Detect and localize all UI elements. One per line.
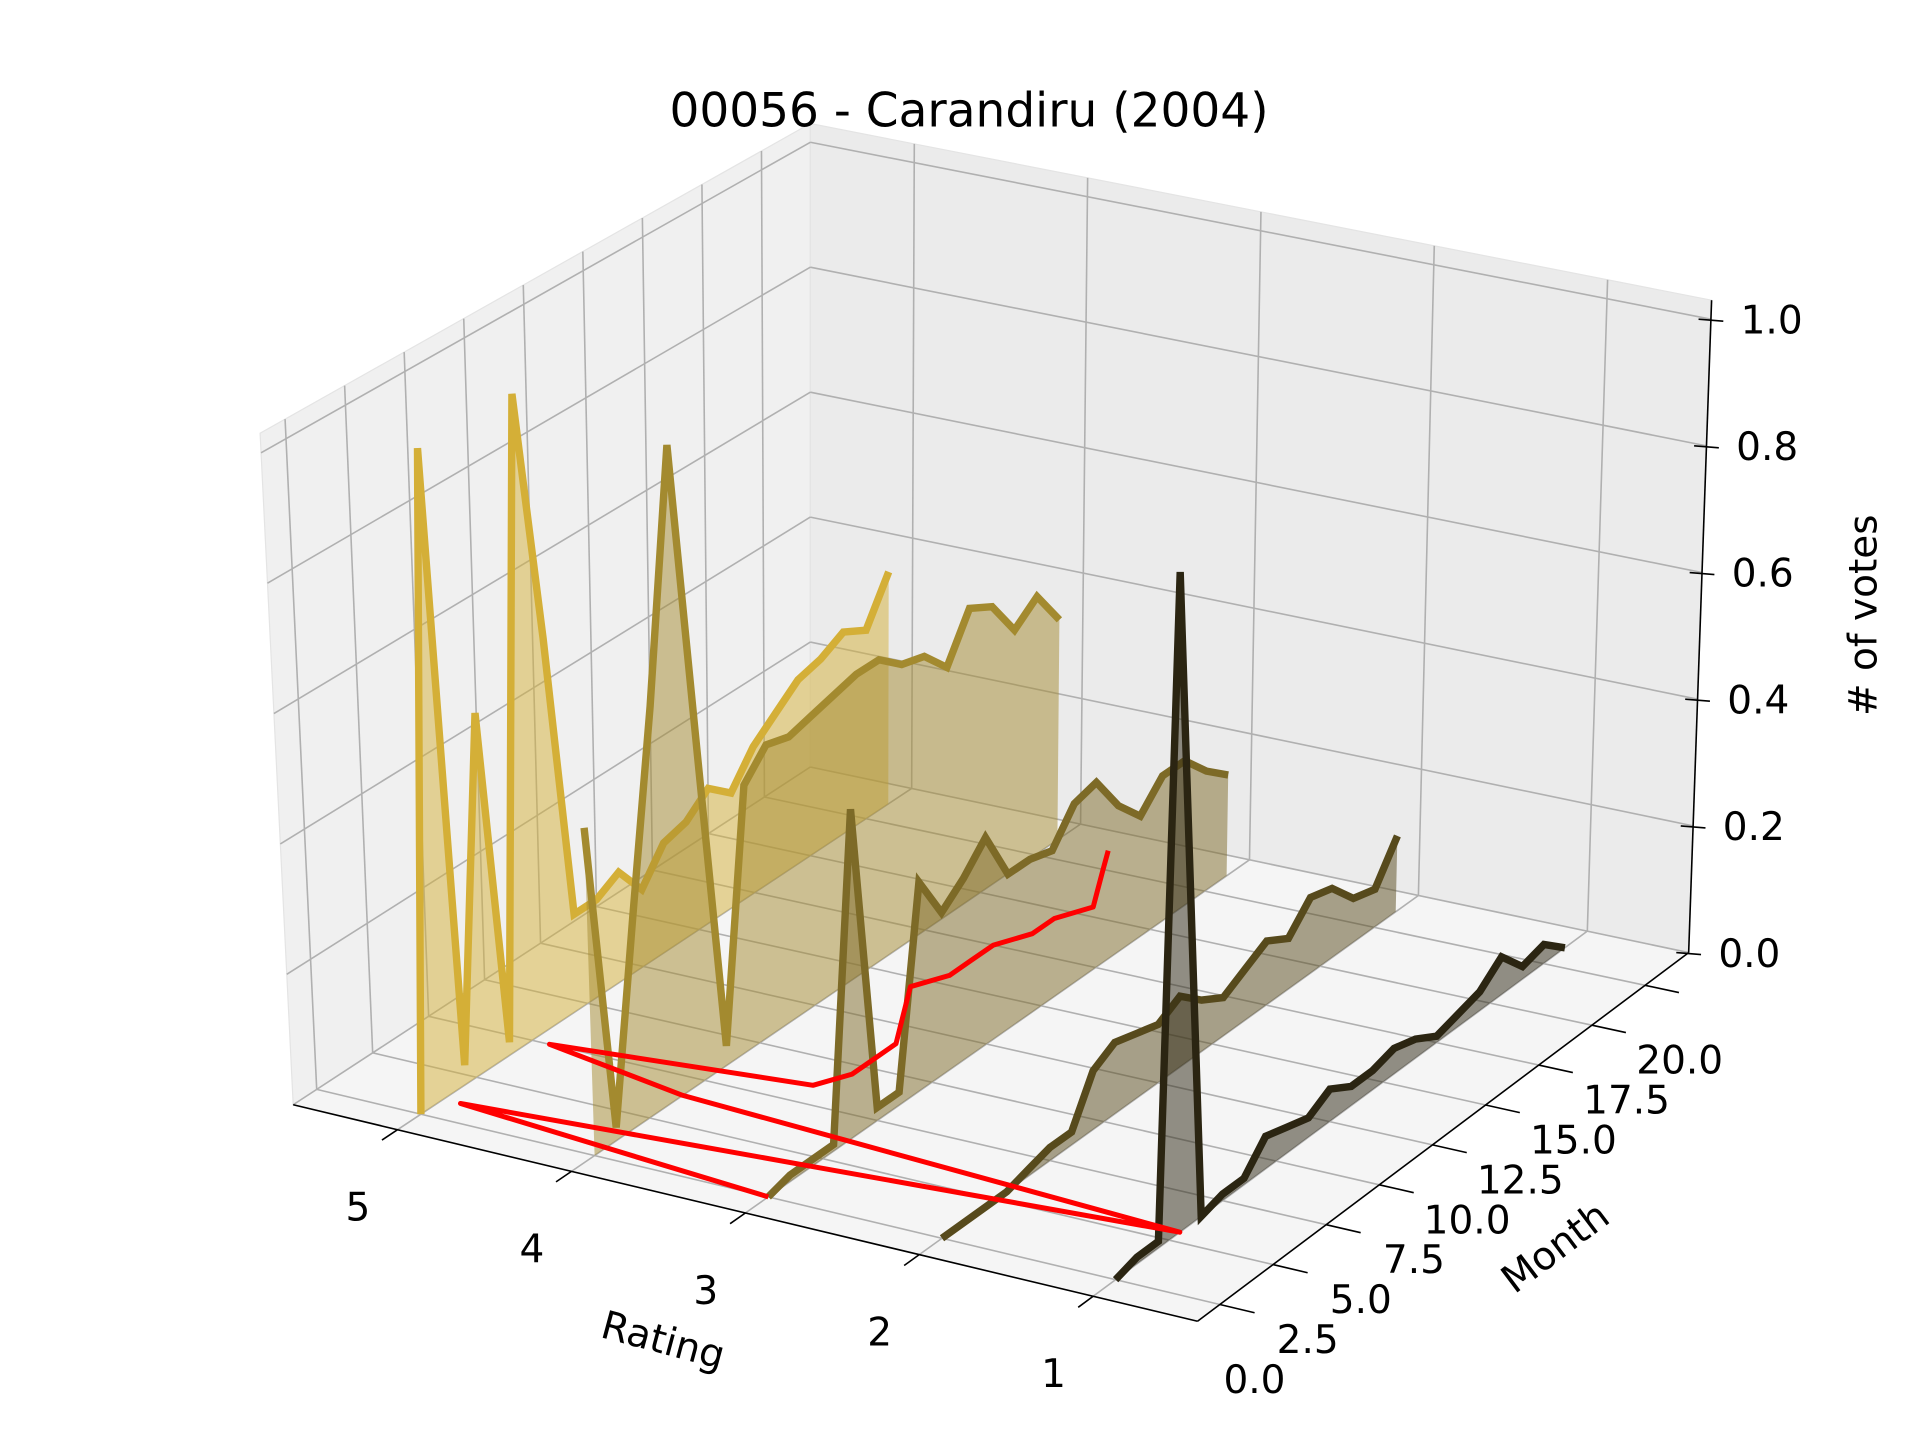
y-tick xyxy=(1485,1104,1520,1114)
x-tick xyxy=(903,1253,920,1267)
x-tick-label: 4 xyxy=(519,1227,544,1272)
z-tick xyxy=(1689,571,1715,576)
grid-line xyxy=(810,266,1707,447)
grid-line xyxy=(267,266,811,584)
y-axis-line xyxy=(1197,951,1690,1322)
x-tick-label: 5 xyxy=(346,1186,371,1231)
z-tick-label: 0.0 xyxy=(1718,932,1780,977)
grid-line xyxy=(810,516,1698,701)
chart-title: 00056 - Carandiru (2004) xyxy=(669,84,1268,139)
z-axis-line xyxy=(1687,300,1713,953)
x-tick-label: 1 xyxy=(1041,1352,1066,1397)
z-tick xyxy=(1680,825,1706,829)
y-axis-label: Month xyxy=(1493,1193,1618,1303)
grid-line xyxy=(701,184,710,834)
y-tick xyxy=(1644,984,1680,994)
y-tick-label: 10.0 xyxy=(1424,1198,1511,1243)
grid-line xyxy=(1586,279,1609,932)
x-tick xyxy=(381,1129,398,1141)
series-line xyxy=(765,756,1229,1200)
grid-line xyxy=(260,141,811,454)
grid-line xyxy=(810,141,1712,320)
y-tick xyxy=(1325,1223,1361,1234)
grid-line xyxy=(1079,177,1089,825)
z-tick-label: 1.0 xyxy=(1741,298,1803,343)
z-tick-label: 0.2 xyxy=(1723,805,1785,850)
series-area xyxy=(584,445,1060,1156)
y-tick xyxy=(1379,1184,1414,1194)
x-tick xyxy=(1077,1295,1094,1308)
z-tick-label: 0.8 xyxy=(1736,425,1798,470)
x-tick-label: 2 xyxy=(867,1311,892,1356)
grid-line xyxy=(760,151,766,797)
grid-line xyxy=(810,391,1703,574)
y-tick-label: 20.0 xyxy=(1636,1039,1723,1084)
z-tick-label: 0.6 xyxy=(1732,552,1794,597)
series-area xyxy=(417,393,889,1115)
y-tick xyxy=(1538,1064,1574,1074)
grid-line xyxy=(284,419,318,1090)
x-axis-label: Rating xyxy=(596,1303,729,1379)
y-tick-label: 2.5 xyxy=(1277,1318,1339,1363)
grid-line xyxy=(582,251,598,907)
z-tick xyxy=(1685,698,1711,703)
series-line xyxy=(580,444,1063,1128)
y-tick-label: 0.0 xyxy=(1223,1358,1285,1403)
mean-rating-line xyxy=(458,850,1183,1235)
plot-area xyxy=(413,393,1566,1283)
y-tick-label: 7.5 xyxy=(1383,1238,1445,1283)
y-tick xyxy=(1272,1263,1308,1274)
z-tick xyxy=(1694,445,1719,449)
y-tick-label: 12.5 xyxy=(1477,1158,1564,1203)
z-tick-label: 0.4 xyxy=(1727,678,1789,723)
y-tick-label: 5.0 xyxy=(1330,1278,1392,1323)
series-area xyxy=(768,760,1229,1197)
y-tick xyxy=(1219,1303,1255,1314)
grid-line xyxy=(343,385,374,1053)
grid-line xyxy=(1248,211,1262,860)
grid-line xyxy=(1417,245,1436,896)
x-tick xyxy=(729,1212,746,1225)
z-axis-label: # of votes xyxy=(1841,514,1886,716)
z-tick xyxy=(1676,951,1702,956)
x-tick-label: 3 xyxy=(693,1269,718,1314)
y-tick xyxy=(1591,1024,1627,1034)
grid-line xyxy=(273,391,811,715)
x-tick xyxy=(555,1170,572,1183)
y-tick-label: 17.5 xyxy=(1583,1079,1670,1124)
z-tick xyxy=(1698,318,1724,322)
series-line xyxy=(1112,571,1566,1283)
y-tick xyxy=(1432,1144,1467,1154)
y-tick-label: 15.0 xyxy=(1530,1119,1617,1164)
